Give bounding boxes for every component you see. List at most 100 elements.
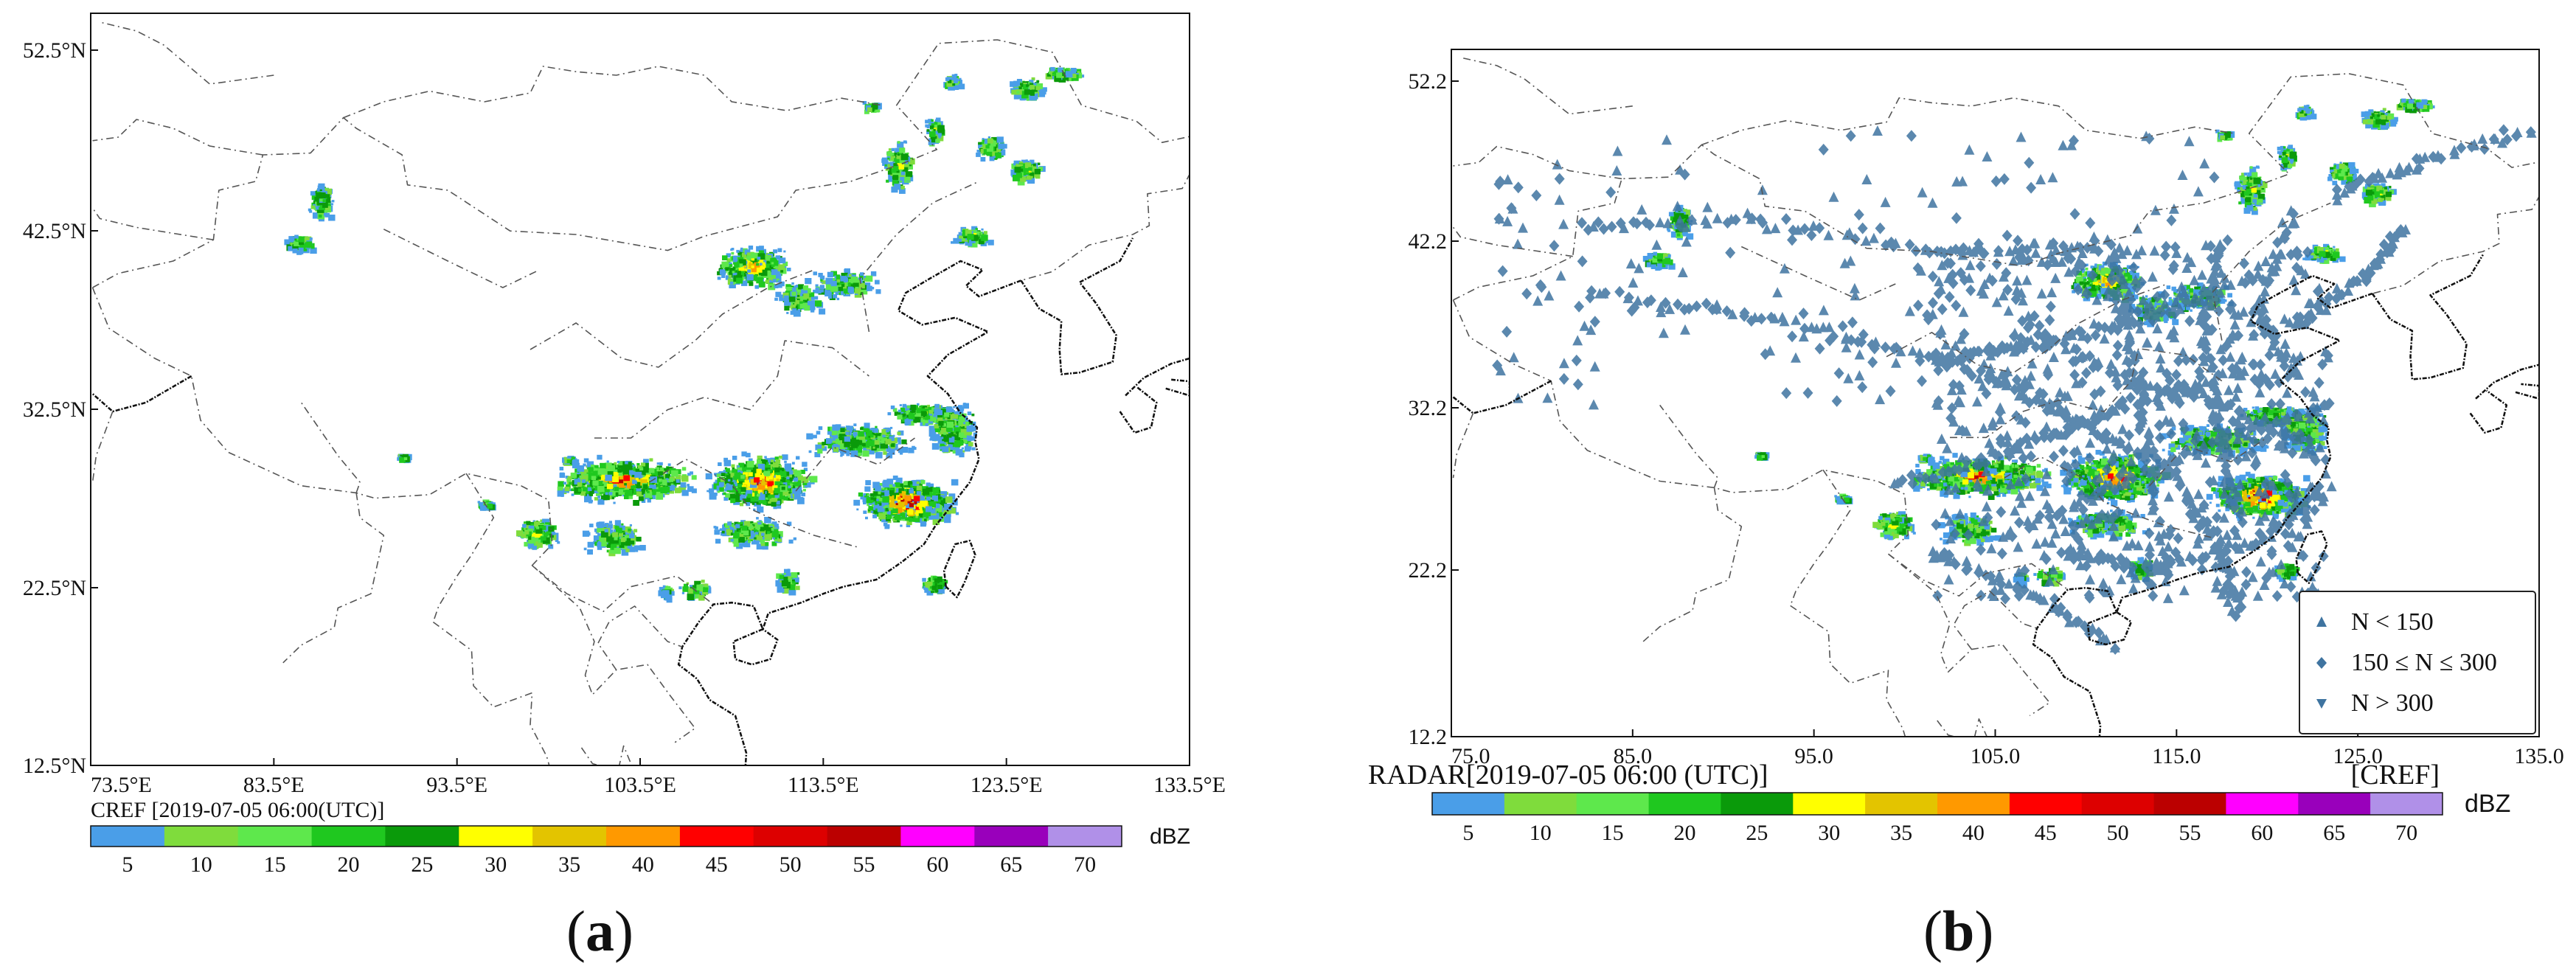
- radar-echo-pixel: [758, 494, 765, 501]
- radar-echo-pixel: [632, 484, 636, 489]
- radar-echo-pixel: [1065, 69, 1069, 72]
- radar-echo-pixel: [746, 461, 754, 468]
- radar-echo-pixel: [736, 249, 740, 253]
- radar-echo-pixel: [932, 507, 937, 511]
- radar-echo-pixel: [732, 467, 735, 470]
- radar-echo-pixel: [928, 516, 933, 520]
- radar-echo-pixel: [897, 483, 904, 490]
- radar-echo-pixel: [932, 518, 940, 525]
- radar-echo-pixel: [769, 279, 772, 282]
- radar-echo-pixel: [901, 490, 906, 495]
- radar-echo-pixel: [876, 498, 879, 501]
- radar-echo-pixel: [884, 511, 889, 515]
- radar-echo-pixel: [730, 281, 734, 285]
- radar-echo-pixel: [937, 133, 942, 137]
- radar-echo-pixel: [754, 473, 761, 479]
- radar-echo-pixel: [651, 470, 658, 476]
- radar-echo-pixel: [605, 492, 608, 496]
- radar-echo-pixel: [1065, 71, 1073, 78]
- radar-echo-pixel: [595, 468, 599, 471]
- radar-echo-pixel: [865, 516, 868, 520]
- radar-echo-pixel: [632, 479, 637, 484]
- radar-echo-pixel: [721, 274, 726, 278]
- radar-echo-pixel: [757, 253, 765, 260]
- radar-echo-pixel: [940, 500, 948, 506]
- radar-echo-pixel: [566, 484, 571, 489]
- radar-echo-pixel: [1018, 161, 1023, 165]
- radar-echo-pixel: [914, 501, 917, 504]
- radar-echo-pixel: [902, 493, 906, 496]
- radar-echo-pixel: [740, 247, 743, 250]
- radar-echo-pixel: [718, 482, 724, 487]
- radar-echo-pixel: [721, 261, 729, 268]
- radar-echo-pixel: [750, 252, 757, 259]
- radar-echo-pixel: [625, 490, 633, 496]
- radar-echo-pixel: [760, 270, 768, 277]
- radar-echo-pixel: [787, 268, 791, 271]
- radar-echo-pixel: [311, 193, 319, 201]
- radar-echo-pixel: [639, 467, 644, 470]
- radar-echo-pixel: [625, 478, 633, 484]
- radar-echo-pixel: [1021, 92, 1029, 99]
- radar-echo-pixel: [669, 489, 674, 494]
- radar-echo-pixel: [935, 139, 940, 143]
- radar-echo-pixel: [603, 494, 610, 501]
- radar-echo-pixel: [898, 430, 904, 436]
- radar-echo-pixel: [776, 271, 780, 274]
- radar-echo-pixel: [784, 460, 787, 463]
- radar-echo-pixel: [298, 247, 304, 253]
- radar-echo-pixel: [933, 128, 936, 131]
- radar-echo-pixel: [758, 500, 763, 504]
- radar-echo-pixel: [920, 500, 928, 507]
- radar-echo-pixel: [740, 470, 743, 474]
- radar-echo-pixel: [777, 505, 782, 509]
- radar-echo-pixel: [918, 513, 923, 518]
- radar-echo-pixel: [989, 156, 995, 161]
- radar-echo-pixel: [318, 183, 325, 190]
- radar-echo-pixel: [645, 476, 649, 479]
- radar-echo-pixel: [633, 466, 636, 469]
- radar-echo-pixel: [829, 294, 836, 300]
- radar-echo-pixel: [923, 521, 927, 526]
- radar-echo-pixel: [581, 479, 586, 483]
- radar-echo-pixel: [985, 240, 989, 243]
- radar-echo-pixel: [873, 496, 877, 499]
- radar-echo-pixel: [756, 263, 760, 266]
- radar-echo-pixel: [642, 466, 648, 472]
- radar-echo-pixel: [748, 246, 754, 250]
- radar-echo-pixel: [750, 479, 757, 484]
- radar-echo-pixel: [1077, 71, 1080, 74]
- radar-echo-pixel: [916, 481, 920, 484]
- radar-echo-pixel: [732, 456, 737, 460]
- radar-echo-pixel: [656, 484, 661, 487]
- radar-echo-pixel: [906, 152, 909, 155]
- radar-echo-pixel: [729, 479, 735, 484]
- radar-echo-pixel: [782, 261, 788, 266]
- radar-echo-pixel: [327, 204, 331, 208]
- radar-echo-pixel: [996, 136, 1004, 143]
- radar-echo-pixel: [294, 240, 300, 246]
- radar-echo-pixel: [900, 512, 904, 517]
- radar-echo-pixel: [738, 266, 744, 271]
- radar-echo-pixel: [574, 479, 581, 485]
- radar-echo-pixel: [899, 147, 906, 153]
- radar-echo-pixel: [825, 283, 833, 290]
- radar-echo-pixel: [618, 461, 623, 465]
- radar-echo-pixel: [864, 493, 869, 498]
- radar-echo-pixel: [777, 283, 782, 288]
- radar-echo-pixel: [882, 481, 889, 488]
- radar-echo-pixel: [841, 282, 848, 288]
- radar-echo-pixel: [786, 312, 789, 314]
- radar-echo-pixel: [803, 468, 808, 471]
- radar-echo-pixel: [985, 145, 990, 149]
- radar-echo-pixel: [659, 462, 663, 466]
- radar-echo-pixel: [687, 484, 690, 487]
- radar-echo-pixel: [895, 148, 900, 152]
- radar-echo-pixel: [1025, 159, 1028, 161]
- radar-echo-pixel: [751, 274, 757, 280]
- radar-echo-pixel: [964, 237, 968, 240]
- radar-echo-pixel: [655, 486, 663, 493]
- radar-echo-pixel: [900, 524, 903, 527]
- radar-echo-pixel: [794, 299, 799, 305]
- radar-echo-pixel: [613, 484, 617, 488]
